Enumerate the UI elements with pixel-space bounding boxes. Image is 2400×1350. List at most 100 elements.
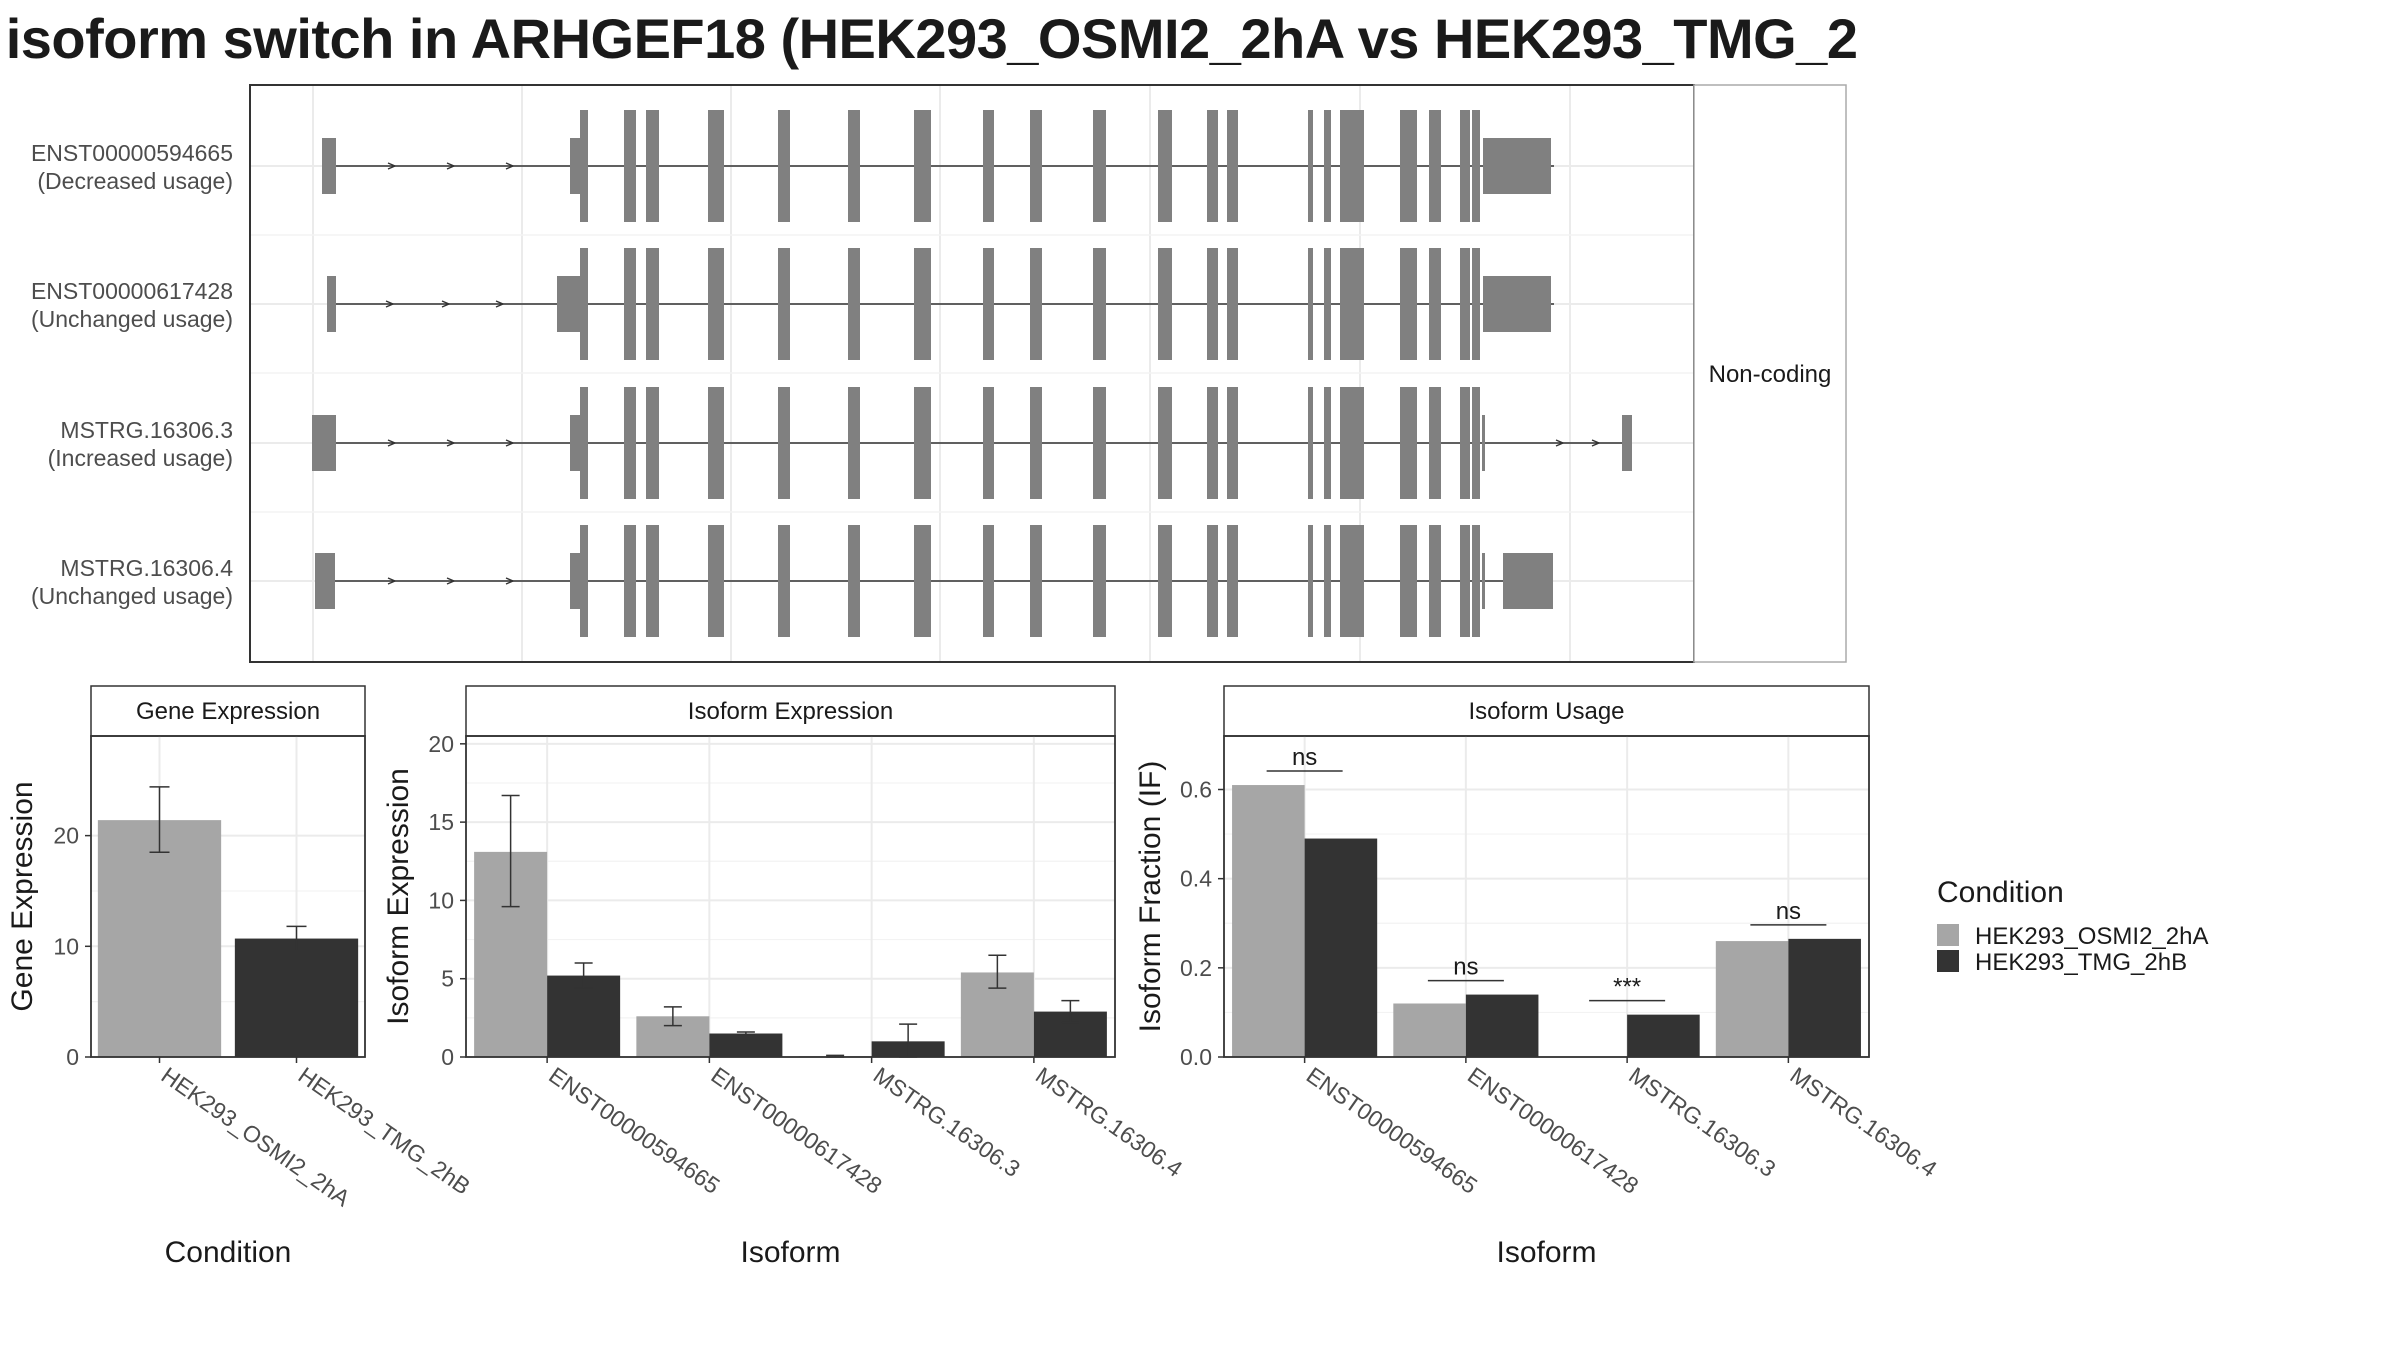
facet-strip	[465, 685, 1116, 737]
coding-exon	[708, 248, 724, 360]
intron-arrow	[446, 162, 456, 170]
error-bar	[736, 1031, 755, 1036]
coding-exon	[1324, 110, 1331, 222]
error-bar	[988, 954, 1007, 989]
coding-exon	[1472, 248, 1480, 360]
y-tick-label: 0	[66, 1044, 79, 1070]
y-tick-label: 15	[428, 809, 454, 835]
y-tick-label: 0	[441, 1044, 454, 1070]
utr-exon	[1482, 415, 1485, 471]
utr-exon	[322, 138, 336, 194]
x-tick-label: ENST00000594665	[1302, 1062, 1482, 1199]
x-tick-label: MSTRG.16306.3	[869, 1062, 1025, 1182]
coding-exon	[580, 387, 588, 499]
bar	[1465, 994, 1539, 1057]
intron-arrow	[441, 300, 451, 308]
bar	[709, 1033, 783, 1057]
coding-exon	[914, 248, 931, 360]
coding-exon	[1227, 387, 1238, 499]
coding-exon	[848, 248, 860, 360]
coding-exon	[914, 525, 931, 637]
coding-exon	[580, 525, 588, 637]
transcript-usage-label: (Increased usage)	[48, 445, 233, 471]
coding-exon	[1093, 248, 1106, 360]
coding-exon	[778, 387, 790, 499]
intron-arrow	[446, 577, 456, 585]
panel-border	[90, 735, 366, 1058]
coding-exon	[1324, 387, 1331, 499]
coding-exon	[624, 110, 636, 222]
utr-exon	[315, 553, 335, 609]
y-tick-label: 5	[441, 966, 454, 992]
coding-exon	[1460, 110, 1470, 222]
intron-arrow	[385, 300, 395, 308]
coding-exon	[1030, 525, 1042, 637]
coding-exon	[624, 525, 636, 637]
legend-label: HEK293_OSMI2_2hA	[1975, 923, 2208, 950]
intron-arrow	[446, 439, 456, 447]
bar	[547, 975, 621, 1057]
coding-exon	[1429, 387, 1441, 499]
coding-exon	[1158, 387, 1172, 499]
transcript-id-label: MSTRG.16306.3	[60, 417, 233, 443]
utr-exon	[1483, 276, 1551, 332]
coding-exon	[1460, 387, 1470, 499]
transcript-usage-label: (Unchanged usage)	[31, 306, 233, 332]
y-tick-label: 0.6	[1180, 777, 1212, 803]
coding-exon	[1472, 110, 1480, 222]
intron-arrow	[387, 162, 397, 170]
coding-exon	[848, 387, 860, 499]
x-tick-label: MSTRG.16306.4	[1786, 1062, 1942, 1182]
coding-exon	[914, 387, 931, 499]
transcript-id-label: ENST00000617428	[31, 278, 233, 304]
coding-exon	[1460, 248, 1470, 360]
panel-border	[1223, 735, 1870, 1058]
coding-exon	[1308, 110, 1313, 222]
coding-exon	[708, 525, 724, 637]
coding-exon	[1207, 525, 1218, 637]
coding-exon	[778, 110, 790, 222]
coding-exon	[1340, 387, 1364, 499]
coding-exon	[778, 525, 790, 637]
coding-exon	[1472, 387, 1480, 499]
coding-exon	[1227, 248, 1238, 360]
error-bar	[1061, 999, 1080, 1024]
y-tick-label: 20	[428, 731, 454, 757]
coding-exon	[580, 248, 588, 360]
coding-exon	[1429, 525, 1441, 637]
intron-arrow	[387, 439, 397, 447]
coding-exon	[646, 248, 659, 360]
x-tick-label: ENST00000617428	[707, 1062, 887, 1199]
transcript-id-label: ENST00000594665	[31, 140, 233, 166]
panel-title: Isoform Expression	[688, 698, 893, 725]
utr-exon	[570, 415, 580, 471]
bar	[1788, 938, 1861, 1057]
error-bar	[574, 962, 593, 989]
significance-label: ns	[1453, 954, 1478, 981]
utr-exon	[327, 276, 336, 332]
transcript-id-label: MSTRG.16306.4	[60, 555, 233, 581]
coding-exon	[1429, 110, 1441, 222]
error-bar	[501, 794, 520, 908]
coding-exon	[1227, 525, 1238, 637]
coding-exon	[1400, 248, 1417, 360]
coding-exon	[1207, 248, 1218, 360]
coding-exon	[646, 525, 659, 637]
significance-label: ns	[1776, 898, 1801, 925]
utr-exon	[570, 553, 580, 609]
bar	[1627, 1014, 1700, 1057]
intron-arrow	[495, 300, 505, 308]
bar	[1304, 838, 1378, 1057]
page-title: e isoform switch in ARHGEF18 (HEK293_OSM…	[0, 7, 1858, 70]
x-tick-label: ENST00000617428	[1463, 1062, 1643, 1199]
bar	[234, 938, 359, 1057]
coding-exon	[1340, 110, 1364, 222]
bar	[1393, 1003, 1466, 1057]
utr-exon	[1482, 553, 1485, 609]
intron-arrow	[505, 577, 515, 585]
coding-exon	[1400, 387, 1417, 499]
coding-exon	[983, 525, 994, 637]
coding-exon	[580, 110, 588, 222]
bar	[1232, 785, 1305, 1057]
intron-arrow	[1591, 439, 1601, 447]
